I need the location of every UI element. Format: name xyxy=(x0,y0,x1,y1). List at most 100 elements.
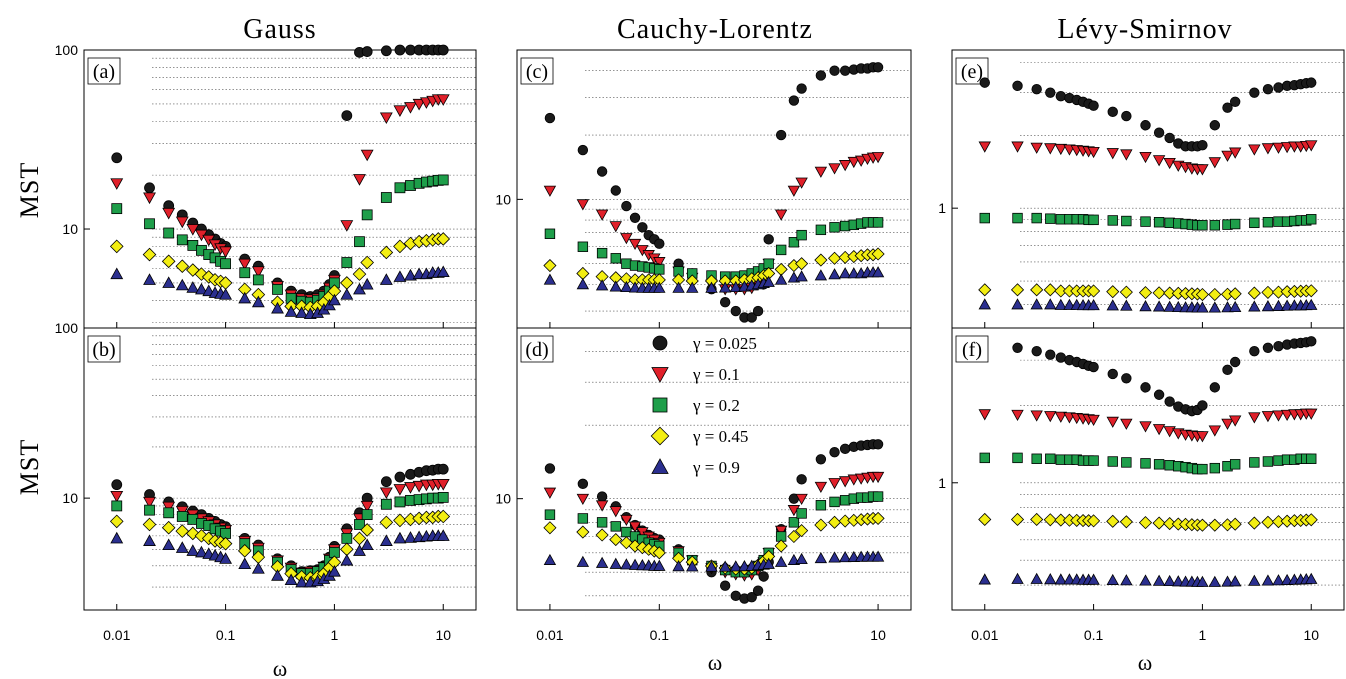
data-point xyxy=(1280,409,1294,422)
data-point xyxy=(1107,368,1118,380)
data-point xyxy=(1087,298,1100,311)
data-point xyxy=(1120,149,1133,161)
data-point xyxy=(295,306,309,318)
data-point xyxy=(795,270,808,282)
data-point xyxy=(1196,164,1209,176)
data-point xyxy=(746,312,757,323)
data-point xyxy=(239,267,251,279)
data-point xyxy=(1031,212,1042,224)
data-point xyxy=(596,247,608,259)
data-point xyxy=(237,544,252,558)
data-point xyxy=(175,524,190,538)
data-point xyxy=(1106,416,1119,428)
data-point xyxy=(1120,299,1133,311)
data-point xyxy=(1305,298,1318,310)
data-point xyxy=(161,520,176,535)
data-point xyxy=(1088,214,1099,226)
data-point xyxy=(284,305,298,317)
data-point xyxy=(795,257,809,271)
data-point xyxy=(979,452,990,464)
data-point xyxy=(1208,575,1222,587)
data-point xyxy=(621,526,632,538)
data-point xyxy=(437,463,449,475)
data-point xyxy=(788,237,800,248)
data-point xyxy=(577,513,589,524)
data-point xyxy=(705,560,718,572)
data-point xyxy=(327,565,341,577)
data-point xyxy=(1088,361,1099,373)
series-0.025 xyxy=(1012,336,1317,417)
data-point xyxy=(788,517,800,528)
data-point xyxy=(142,247,157,262)
data-point xyxy=(360,523,374,537)
data-point xyxy=(1030,283,1044,297)
data-point xyxy=(1139,574,1152,586)
data-point xyxy=(1163,516,1177,531)
data-point xyxy=(1054,573,1068,585)
x-tick-label: 0.1 xyxy=(216,627,236,643)
data-point xyxy=(1012,80,1023,92)
data-point xyxy=(654,264,665,275)
data-point xyxy=(1045,87,1056,98)
data-point xyxy=(271,569,284,581)
data-point xyxy=(437,44,449,56)
data-point xyxy=(596,166,608,177)
data-point xyxy=(1010,283,1025,297)
data-point xyxy=(787,529,801,544)
data-point xyxy=(1140,216,1151,227)
series-0.45 xyxy=(109,509,451,585)
data-point xyxy=(544,509,556,520)
legend-label: γ = 0.9 xyxy=(692,458,740,477)
data-point xyxy=(1010,512,1025,527)
data-point xyxy=(827,515,842,529)
data-point xyxy=(1209,220,1221,231)
data-point xyxy=(871,247,885,261)
data-point xyxy=(544,463,556,474)
data-point xyxy=(718,281,732,293)
data-point xyxy=(1221,575,1234,587)
data-point xyxy=(143,496,156,509)
data-point xyxy=(1012,452,1023,464)
data-point xyxy=(609,557,622,569)
data-point xyxy=(219,288,233,300)
data-point xyxy=(436,529,450,541)
data-point xyxy=(1140,382,1151,393)
data-point xyxy=(1030,572,1043,584)
data-point xyxy=(1044,411,1057,423)
series-0.45 xyxy=(109,232,451,315)
data-point xyxy=(437,174,449,186)
panel-label-text: (f) xyxy=(962,339,982,361)
data-point xyxy=(543,487,557,499)
data-point xyxy=(719,297,731,308)
data-point xyxy=(379,112,393,125)
data-point xyxy=(814,518,828,532)
data-point xyxy=(1196,575,1209,587)
data-point xyxy=(795,177,808,189)
panel-label-box xyxy=(520,57,554,85)
data-point xyxy=(1248,412,1261,424)
data-point xyxy=(412,98,426,111)
data-point xyxy=(360,149,374,162)
y-axis-label: MST xyxy=(15,162,44,218)
data-point xyxy=(271,301,284,314)
data-point xyxy=(1228,287,1242,301)
data-point xyxy=(1262,217,1274,228)
data-point xyxy=(1054,411,1068,423)
data-point xyxy=(1306,77,1317,88)
data-point xyxy=(186,544,200,556)
data-point xyxy=(628,238,642,251)
data-point xyxy=(175,259,190,274)
data-point xyxy=(354,519,365,530)
data-point xyxy=(577,144,589,156)
data-point xyxy=(637,222,648,233)
panel-a: 10 100 (a) xyxy=(55,42,477,329)
data-point xyxy=(1305,408,1318,420)
plot-frame xyxy=(951,49,1345,329)
data-point xyxy=(621,258,632,269)
data-point xyxy=(978,298,991,310)
data-point xyxy=(238,557,252,570)
data-point xyxy=(1054,284,1068,298)
data-point xyxy=(361,509,373,521)
data-point xyxy=(1043,283,1057,297)
data-point xyxy=(1031,345,1042,357)
